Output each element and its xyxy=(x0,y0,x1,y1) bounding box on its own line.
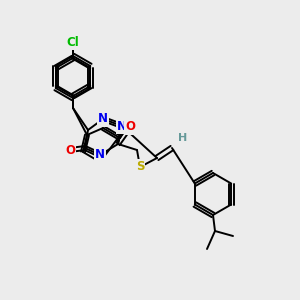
Text: O: O xyxy=(65,143,75,157)
Text: Cl: Cl xyxy=(67,35,80,49)
Text: O: O xyxy=(125,121,135,134)
Text: S: S xyxy=(136,160,144,173)
Text: N: N xyxy=(95,148,105,161)
Text: H: H xyxy=(178,133,188,143)
Text: N: N xyxy=(98,112,108,125)
Text: N: N xyxy=(117,119,127,133)
